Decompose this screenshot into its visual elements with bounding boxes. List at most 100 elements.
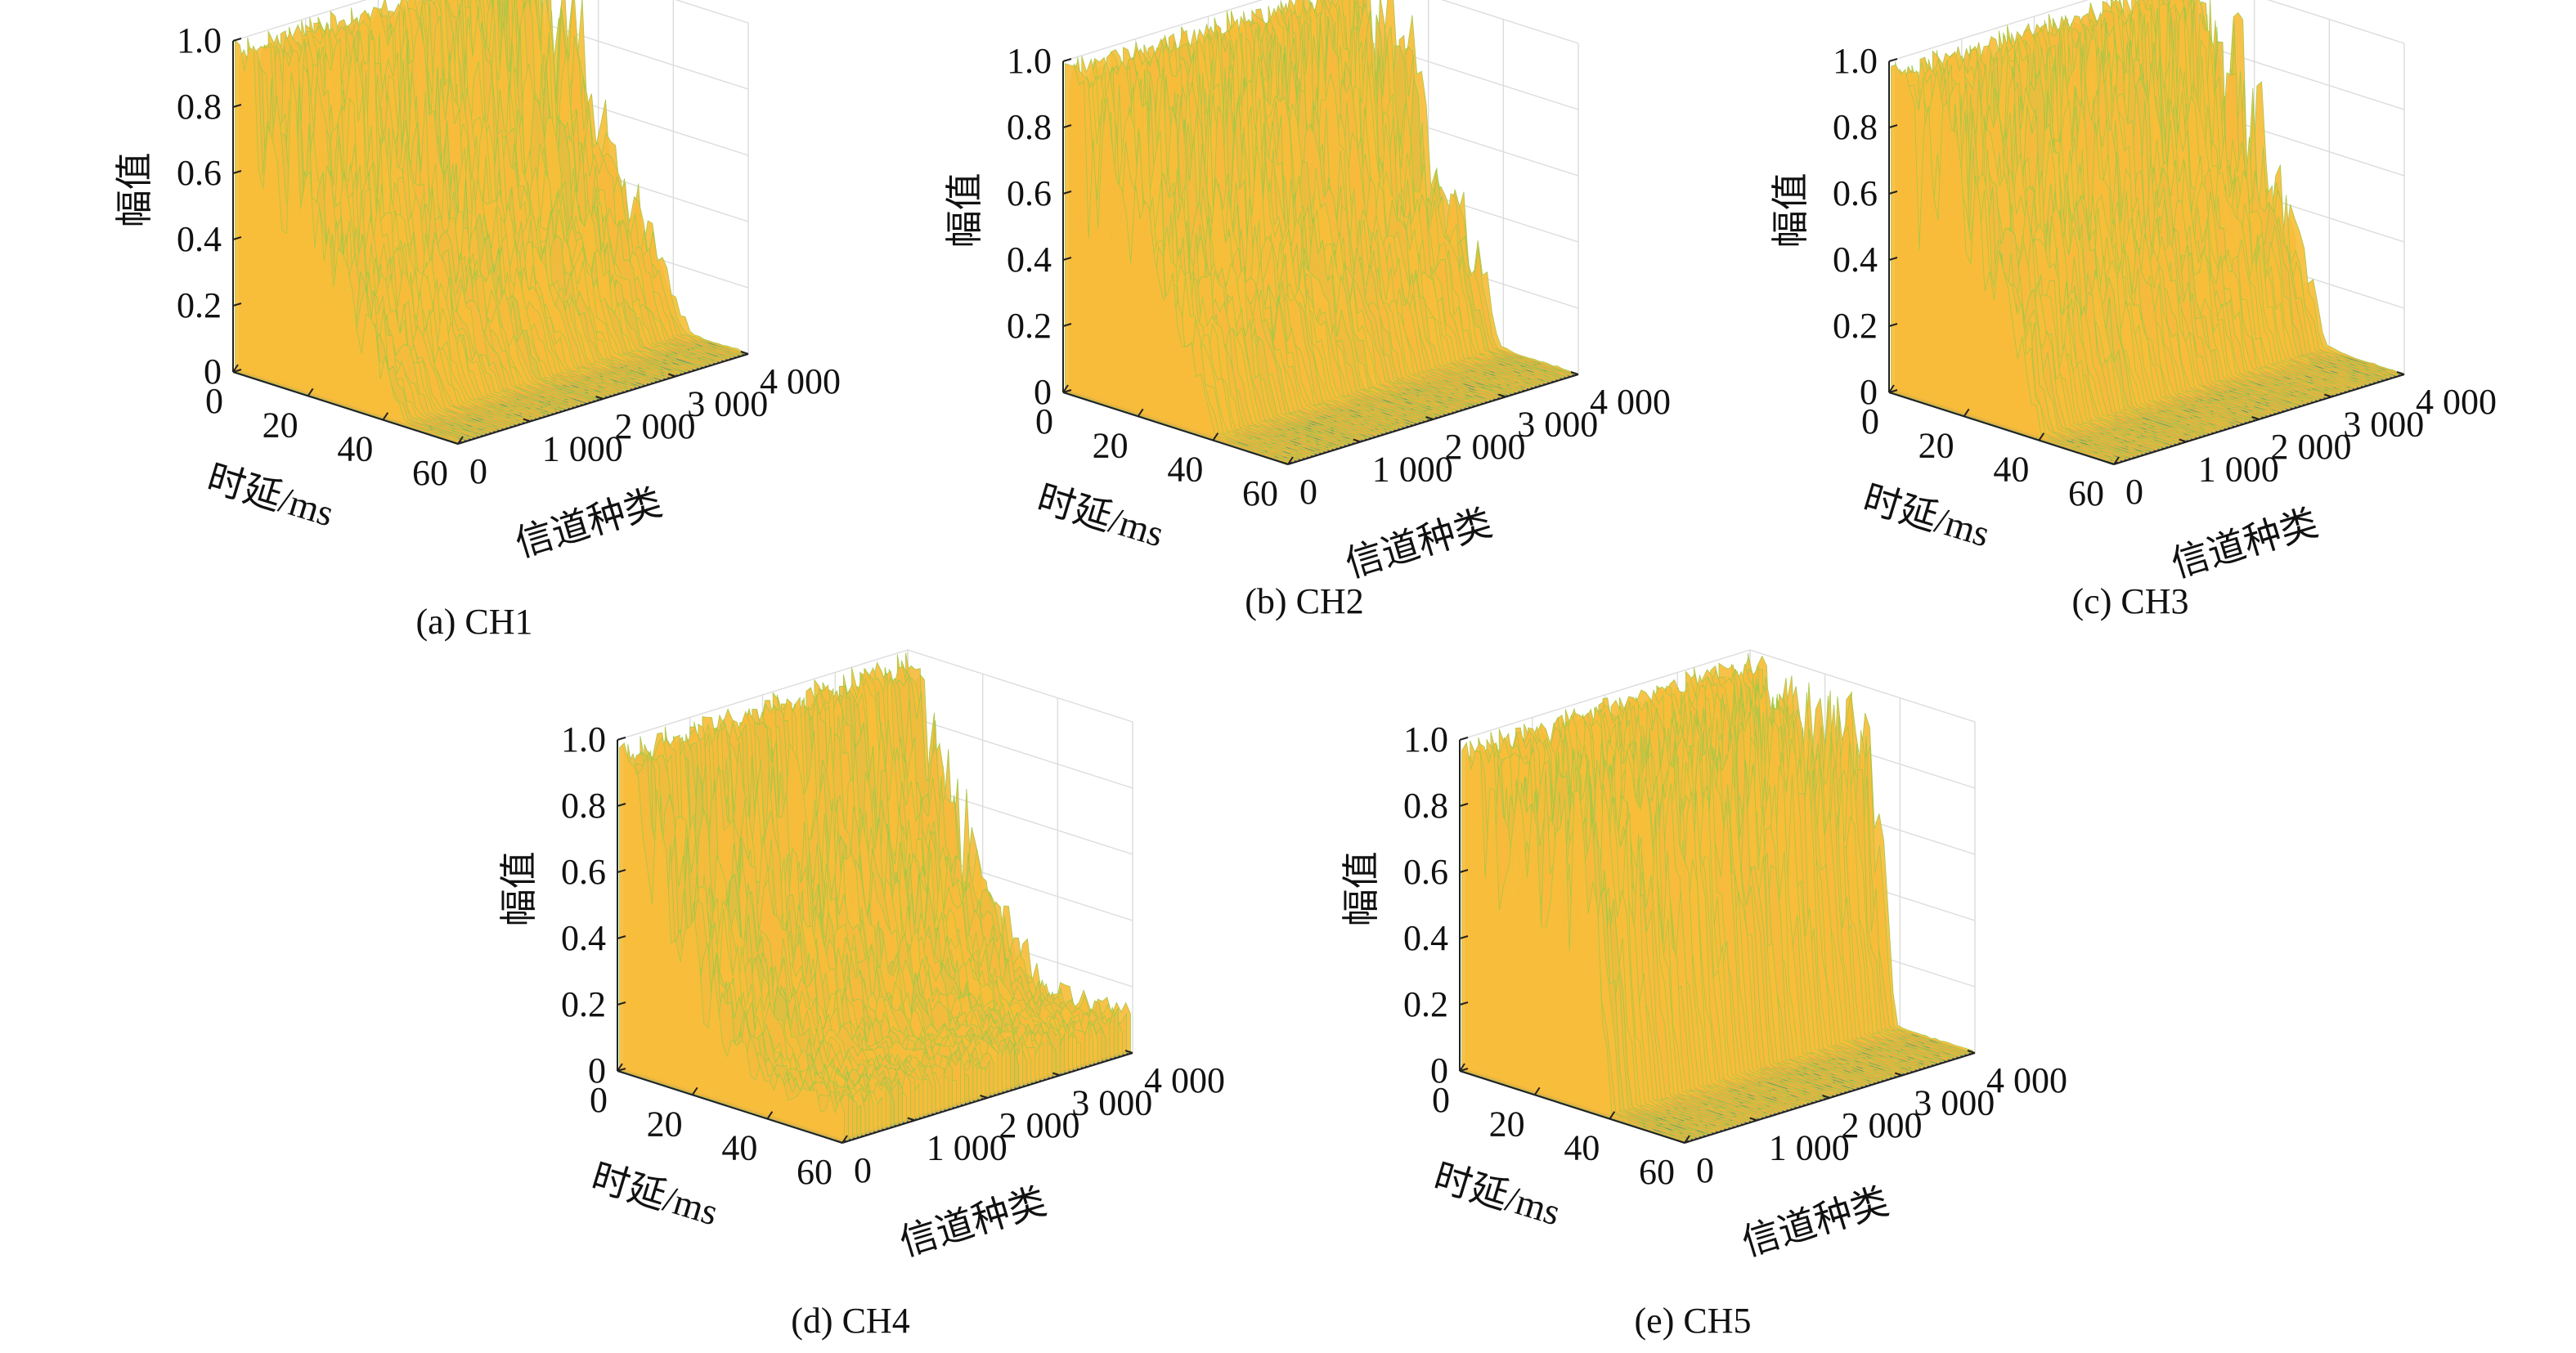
x-axis-title: 时延/ms bbox=[587, 1155, 723, 1233]
z-tick-label: 0.4 bbox=[1833, 240, 1878, 280]
z-tick-mark bbox=[617, 869, 626, 873]
z-tick-label: 0.2 bbox=[1403, 984, 1448, 1024]
z-tick-mark bbox=[1459, 1001, 1469, 1006]
y-tick-label: 4 000 bbox=[1986, 1060, 2067, 1100]
x-tick-mark bbox=[382, 412, 389, 421]
z-tick-mark bbox=[1888, 58, 1898, 62]
x-tick-label: 20 bbox=[1093, 425, 1129, 465]
surface bbox=[617, 652, 1133, 1143]
caption-ch2: (b) CH2 bbox=[1245, 581, 1364, 621]
x-axis-line bbox=[617, 1070, 843, 1144]
subplot-ch5: 0 0.2 0.4 0.6 0.8 1.0 0 20 40 60 0 1 000 2 000 3 000 4… bbox=[1227, 649, 2085, 1353]
y-tick-label: 0 bbox=[1696, 1150, 1714, 1190]
y-tick-label: 1 000 bbox=[1372, 450, 1453, 490]
y-axis-title: 信道种类 bbox=[1340, 501, 1497, 585]
z-tick-label: 0.6 bbox=[1403, 852, 1448, 892]
z-tick-mark bbox=[1459, 869, 1469, 873]
z-tick-label: 0.8 bbox=[1403, 786, 1448, 826]
z-tick-label: 1.0 bbox=[561, 719, 606, 759]
x-tick-mark bbox=[457, 436, 464, 445]
surface-slice bbox=[1891, 64, 2116, 464]
y-tick-label: 4 000 bbox=[2416, 382, 2497, 422]
z-tick-mark bbox=[1062, 58, 1072, 62]
y-tick-mark bbox=[2106, 461, 2115, 465]
y-tick-label: 4 000 bbox=[1144, 1060, 1225, 1100]
x-tick-mark bbox=[307, 388, 314, 396]
x-tick-label: 40 bbox=[721, 1128, 757, 1168]
z-tick-mark bbox=[1459, 737, 1469, 741]
x-tick-mark bbox=[2113, 456, 2120, 465]
z-tick-label: 0 bbox=[1034, 372, 1052, 412]
y-tick-mark bbox=[1676, 1140, 1685, 1144]
y-tick-label: 2 000 bbox=[999, 1105, 1080, 1145]
x-tick-label: 0 bbox=[1035, 401, 1053, 441]
y-tick-mark bbox=[740, 351, 749, 355]
y-tick-mark bbox=[2251, 416, 2260, 420]
surface bbox=[1460, 653, 1975, 1143]
z-tick-label: 1.0 bbox=[1007, 41, 1052, 81]
y-tick-label: 1 000 bbox=[2198, 450, 2279, 490]
y-tick-mark bbox=[907, 1117, 916, 1122]
y-tick-label: 2 000 bbox=[615, 406, 696, 446]
surface-slice bbox=[235, 39, 460, 444]
x-tick-label: 40 bbox=[1993, 450, 2029, 490]
y-tick-label: 0 bbox=[854, 1150, 872, 1190]
z-tick-label: 0.8 bbox=[561, 786, 606, 826]
x-tick-label: 60 bbox=[1639, 1152, 1675, 1192]
z-tick-mark bbox=[1459, 1068, 1469, 1072]
x-tick-label: 0 bbox=[205, 381, 223, 421]
z-axis-title: 幅值 bbox=[1340, 851, 1382, 926]
z-axis-title: 幅值 bbox=[498, 851, 540, 926]
y-tick-mark bbox=[834, 1140, 843, 1144]
x-axis-title: 时延/ms bbox=[1429, 1155, 1565, 1233]
subplot-ch2: 0 0.2 0.4 0.6 0.8 1.0 0 20 40 60 0 1 000 2 000 3 000 4… bbox=[830, 0, 1689, 674]
z-tick-mark bbox=[232, 38, 242, 42]
y-tick-mark bbox=[1353, 438, 1362, 443]
z-tick-mark bbox=[1888, 190, 1898, 195]
grid-line bbox=[1749, 649, 1976, 723]
surface-slice bbox=[1461, 741, 1687, 1143]
z-tick-label: 0.4 bbox=[177, 219, 222, 259]
surface bbox=[233, 0, 748, 444]
y-tick-label: 0 bbox=[1299, 472, 1317, 512]
x-tick-label: 20 bbox=[1919, 425, 1954, 465]
z-tick-mark bbox=[1459, 803, 1469, 807]
z-tick-mark bbox=[1062, 257, 1072, 261]
y-tick-mark bbox=[1497, 393, 1506, 398]
z-tick-label: 0 bbox=[204, 352, 222, 392]
x-axis-title: 时延/ms bbox=[1033, 477, 1169, 554]
y-tick-mark bbox=[1425, 416, 1434, 420]
grid-line bbox=[907, 649, 1133, 723]
x-tick-mark bbox=[841, 1135, 848, 1144]
y-tick-mark bbox=[2323, 393, 2332, 398]
subplot-ch4: 0 0.2 0.4 0.6 0.8 1.0 0 20 40 60 0 1 000 2 000 3 000 4… bbox=[384, 649, 1243, 1353]
surface bbox=[1889, 0, 2404, 464]
y-tick-mark bbox=[2396, 371, 2405, 375]
z-tick-label: 0.8 bbox=[1833, 107, 1878, 147]
y-tick-mark bbox=[595, 396, 604, 400]
subplot-ch1: 0 0.2 0.4 0.6 0.8 1.0 0 20 40 60 0 1 000 2 000 3 000 4… bbox=[0, 0, 859, 654]
x-tick-label: 60 bbox=[1242, 473, 1278, 513]
z-tick-mark bbox=[617, 803, 626, 807]
y-tick-label: 3 000 bbox=[1071, 1083, 1152, 1123]
x-axis-line bbox=[1888, 392, 2115, 465]
y-tick-label: 3 000 bbox=[2343, 405, 2424, 445]
z-axis-title: 幅值 bbox=[944, 172, 985, 248]
y-tick-label: 2 000 bbox=[1842, 1105, 1923, 1145]
surface-slice bbox=[619, 742, 845, 1143]
z-tick-mark bbox=[1062, 124, 1072, 128]
x-tick-label: 0 bbox=[1861, 401, 1879, 441]
y-tick-label: 4 000 bbox=[1590, 382, 1671, 422]
x-tick-label: 20 bbox=[647, 1104, 683, 1144]
z-tick-label: 0 bbox=[1430, 1051, 1448, 1091]
surface-slice bbox=[1065, 63, 1290, 464]
grid-line bbox=[2267, 0, 2405, 44]
z-tick-mark bbox=[1888, 389, 1898, 393]
x-axis-title: 时延/ms bbox=[203, 456, 339, 534]
z-tick-label: 0.2 bbox=[1007, 306, 1052, 346]
z-tick-mark bbox=[1888, 257, 1898, 261]
x-tick-mark bbox=[1533, 1086, 1541, 1095]
